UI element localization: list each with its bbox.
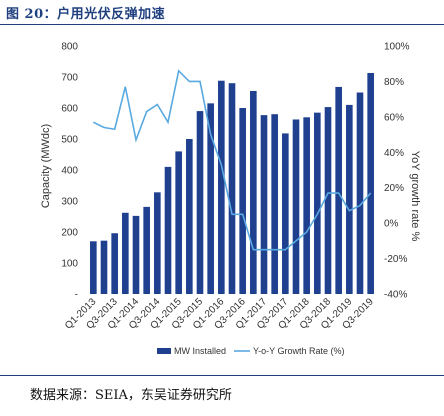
bars-group — [90, 72, 374, 295]
x-axis-ticks: Q1-2013Q3-2013Q1-2014Q3-2014Q1-2015Q3-20… — [63, 296, 376, 332]
y2-tick-label: 60% — [384, 112, 404, 123]
legend-bar-swatch — [157, 348, 171, 354]
bar-Q2-2015 — [186, 139, 193, 294]
title-rule — [0, 24, 444, 25]
bar-Q1-2014 — [132, 215, 140, 294]
legend-bar-label: MW Installed — [174, 346, 226, 356]
y-tick-label: 200 — [61, 228, 78, 239]
source-note: 数据来源：SEIA，东吴证券研究所 — [30, 388, 232, 403]
y2-tick-label: 80% — [384, 77, 404, 88]
y2-tick-label: 0% — [384, 219, 399, 230]
y-axis-label: Capacity (MWdc) — [40, 124, 52, 208]
bar-Q4-2018 — [335, 86, 342, 294]
y2-tick-label: 100% — [384, 42, 410, 53]
y2-tick-label: 40% — [384, 148, 404, 159]
bar-Q2-2019 — [356, 92, 364, 294]
chart: 800 700 600 500 400 300 200 100 - 100% 80% 60% 40% 2… — [40, 42, 421, 357]
y2-tick-label: 20% — [384, 183, 404, 194]
legend: MW Installed Y-o-Y Growth Rate (%) — [157, 346, 345, 356]
bar-Q3-2018 — [324, 107, 332, 294]
bar-Q2-2017 — [271, 114, 278, 294]
y2-tick-label: -40% — [384, 290, 407, 301]
legend-line-label: Y-o-Y Growth Rate (%) — [253, 346, 345, 356]
figure-title: 图 20：户用光伏反弹加速 — [6, 7, 166, 22]
bar-Q2-2013 — [100, 240, 108, 294]
y-tick-label: 300 — [61, 197, 78, 208]
y-tick-label: 400 — [61, 166, 78, 177]
y-tick-label: 600 — [61, 104, 78, 115]
bar-Q4-2015 — [207, 103, 214, 294]
bar-Q3-2019 — [367, 72, 374, 294]
bar-Q1-2015 — [175, 151, 182, 294]
footer-rule — [0, 375, 444, 376]
y-axis-ticks: 800 700 600 500 400 300 200 100 - — [61, 42, 78, 301]
bar-Q1-2018 — [303, 117, 310, 294]
bar-Q2-2018 — [314, 112, 321, 295]
y2-axis-label: YoY growth rate % — [409, 151, 421, 242]
y-tick-label: - — [75, 290, 78, 301]
y2-tick-label: -20% — [384, 254, 407, 265]
growth-line — [92, 69, 372, 251]
bar-Q1-2019 — [346, 104, 353, 295]
bar-Q3-2015 — [196, 111, 204, 294]
y2-axis-ticks: 100% 80% 60% 40% 20% 0% -20% -40% — [384, 42, 410, 301]
bar-Q2-2014 — [143, 206, 150, 294]
bar-Q2-2016 — [228, 83, 236, 294]
bar-Q4-2013 — [122, 212, 129, 294]
y-tick-label: 700 — [61, 73, 78, 84]
y-tick-label: 800 — [61, 42, 78, 53]
y-tick-label: 500 — [61, 135, 78, 146]
bar-Q3-2014 — [154, 192, 161, 294]
bar-Q4-2014 — [164, 166, 172, 294]
bar-Q4-2016 — [250, 90, 257, 294]
y-tick-label: 100 — [61, 259, 78, 270]
bar-Q3-2017 — [282, 133, 289, 294]
bar-Q1-2013 — [90, 241, 97, 294]
bar-Q1-2016 — [218, 80, 225, 294]
bar-Q3-2016 — [239, 108, 246, 294]
bar-Q4-2017 — [292, 119, 300, 294]
bar-Q3-2013 — [111, 233, 118, 294]
bar-Q1-2017 — [260, 115, 268, 294]
